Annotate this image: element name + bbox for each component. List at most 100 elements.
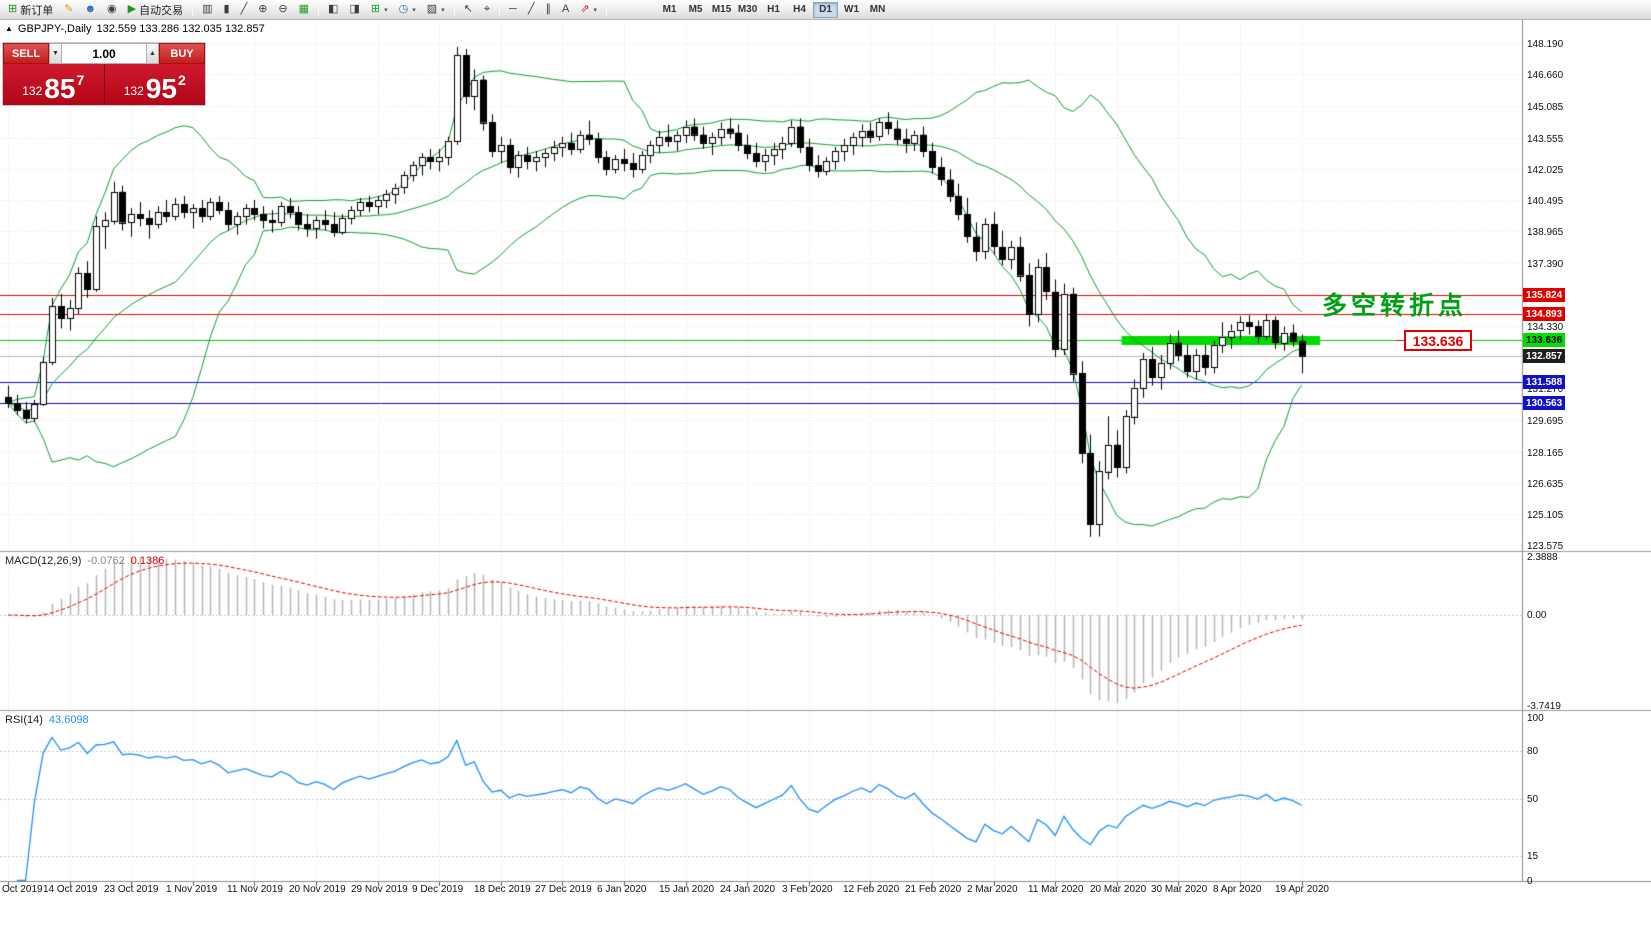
timeframe-button-m15[interactable]: M15 — [709, 2, 734, 18]
cursor-icon: ↖ — [463, 3, 473, 15]
zoom-out-button[interactable]: ⊖ — [273, 1, 292, 18]
rsi-name: RSI(14) — [5, 714, 43, 726]
arrows-tool-button[interactable]: ⇗ ▾ — [575, 1, 602, 18]
crosshair-icon: ⌖ — [483, 3, 491, 15]
trendline-tool-button[interactable]: ╱ — [523, 1, 540, 18]
metaeditor-button[interactable]: ✎ — [59, 1, 78, 18]
candlestick-chart-button[interactable]: ▮ — [219, 1, 235, 18]
date-label: 27 Dec 2019 — [535, 884, 592, 895]
buy-button[interactable]: BUY — [159, 43, 205, 64]
macd-name: MACD(12,26,9) — [5, 555, 82, 567]
chart-layout-a-button[interactable]: ◧ — [323, 1, 343, 18]
date-label: 15 Jan 2020 — [659, 884, 715, 895]
price-level-tag: 133.636 — [1404, 330, 1472, 351]
text-tool-icon: A — [561, 3, 570, 15]
date-label: 14 Oct 2019 — [43, 884, 98, 895]
ask-price-sup: 2 — [177, 72, 186, 88]
date-label: 1 Nov 2019 — [166, 884, 218, 895]
template-icon: ▨ — [426, 3, 438, 15]
price-axis-label: 125.105 — [1527, 510, 1564, 521]
symbol-name: GBPJPY-,Daily — [17, 23, 92, 35]
bid-price-small: 132 — [22, 84, 43, 98]
date-label: 3 Feb 2020 — [782, 884, 833, 895]
autotrading-button[interactable]: ▶ 自动交易 — [123, 1, 188, 18]
date-label: 8 Apr 2020 — [1213, 884, 1262, 895]
template-button[interactable]: ▨ ▾ — [422, 1, 450, 18]
autotrading-icon: ▶ — [127, 3, 137, 15]
timeframe-button-m1[interactable]: M1 — [657, 2, 682, 18]
price-axis-label: 131.270 — [1527, 384, 1564, 395]
profile-button[interactable]: ☻ — [79, 1, 101, 18]
channel-tool-button[interactable]: ∥ — [540, 1, 556, 18]
cursor-tool-button[interactable]: ↖ — [459, 1, 478, 18]
date-label: 21 Feb 2020 — [905, 884, 962, 895]
indicator-scale-label: 50 — [1527, 794, 1539, 805]
chevron-down-icon: ▾ — [412, 6, 416, 14]
crosshair-tool-button[interactable]: ⌖ — [479, 1, 495, 18]
date-label: 2 Mar 2020 — [967, 884, 1018, 895]
timeframe-button-m5[interactable]: M5 — [683, 2, 708, 18]
timeframe-button-m30[interactable]: M30 — [735, 2, 760, 18]
collapse-triangle-icon[interactable]: ▲ — [5, 24, 13, 33]
bar-chart-button[interactable]: ▥ — [197, 1, 217, 18]
timeframe-button-h4[interactable]: H4 — [787, 2, 812, 18]
signals-button[interactable]: ◉ — [102, 1, 122, 18]
macd-label: MACD(12,26,9) -0.0762 0.1386 — [5, 555, 164, 567]
new-order-button[interactable]: ⊞ 新订单 — [3, 1, 58, 18]
tile-windows-button[interactable]: ▦ — [294, 1, 314, 18]
volume-decrease-button[interactable]: ▼ — [49, 43, 62, 64]
date-label: 20 Nov 2019 — [289, 884, 346, 895]
date-label: 9 Dec 2019 — [412, 884, 464, 895]
indicator-scale-label: 0.00 — [1527, 610, 1547, 621]
bid-price-sup: 7 — [76, 72, 85, 88]
tile-windows-icon: ▦ — [298, 3, 310, 15]
price-marker-tag-current: 132.857 — [1523, 349, 1566, 363]
date-label: 23 Oct 2019 — [104, 884, 159, 895]
timeframe-button-mn[interactable]: MN — [865, 2, 890, 18]
chevron-down-icon: ▾ — [384, 6, 388, 14]
signals-icon: ◉ — [107, 3, 117, 15]
volume-increase-button[interactable]: ▲ — [146, 43, 159, 64]
price-marker-tag-red: 135.824 — [1523, 288, 1566, 302]
rsi-label: RSI(14) 43.6098 — [5, 714, 89, 726]
zoom-out-icon: ⊖ — [278, 3, 288, 15]
period-button[interactable]: ◷ ▾ — [394, 1, 421, 18]
timeframe-button-d1[interactable]: D1 — [813, 1, 839, 18]
price-axis-label: 145.085 — [1527, 102, 1564, 113]
date-label: 29 Nov 2019 — [351, 884, 408, 895]
date-label: 24 Jan 2020 — [720, 884, 776, 895]
new-order-label: 新订单 — [20, 4, 54, 17]
toolbar-separator — [499, 3, 501, 16]
sell-button[interactable]: SELL — [3, 43, 49, 64]
date-label: 11 Nov 2019 — [227, 884, 283, 895]
price-marker-tag-blue: 131.588 — [1523, 375, 1566, 389]
timeframe-button-h1[interactable]: H1 — [761, 2, 786, 18]
line-chart-button[interactable]: ╱ — [236, 1, 253, 18]
text-tool-button[interactable]: A — [557, 1, 574, 18]
bid-price-box[interactable]: 132 85 7 — [3, 64, 104, 105]
trendline-icon: ╱ — [527, 3, 535, 15]
indicator-scale-label: -3.7419 — [1527, 701, 1561, 712]
volume-input[interactable] — [62, 43, 146, 64]
trade-panel-price-row: 132 85 7 132 95 2 — [3, 64, 205, 105]
new-chart-button[interactable]: ⊞ ▾ — [366, 1, 393, 18]
date-label: 19 Apr 2020 — [1275, 884, 1329, 895]
horizontal-line-tool-button[interactable]: ─ — [504, 1, 522, 18]
chevron-down-icon: ▾ — [593, 6, 598, 14]
channel-icon: ∥ — [545, 3, 551, 15]
chart-layout-a-icon: ◧ — [328, 3, 339, 15]
chart-layout-b-button[interactable]: ◨ — [344, 1, 364, 18]
ask-price-box[interactable]: 132 95 2 — [103, 64, 205, 105]
zoom-in-button[interactable]: ⊕ — [253, 1, 272, 18]
price-axis-label: 134.330 — [1527, 322, 1564, 333]
indicator-scale-label: 15 — [1527, 851, 1539, 862]
bar-chart-icon: ▥ — [202, 3, 213, 15]
new-order-icon: ⊞ — [8, 3, 18, 15]
line-chart-icon: ╱ — [240, 3, 248, 15]
chevron-down-icon: ▾ — [441, 6, 445, 14]
price-axis-label: 146.660 — [1527, 70, 1564, 81]
timeframe-button-w1[interactable]: W1 — [839, 2, 864, 18]
indicator-scale-label: 2.3888 — [1527, 552, 1558, 563]
